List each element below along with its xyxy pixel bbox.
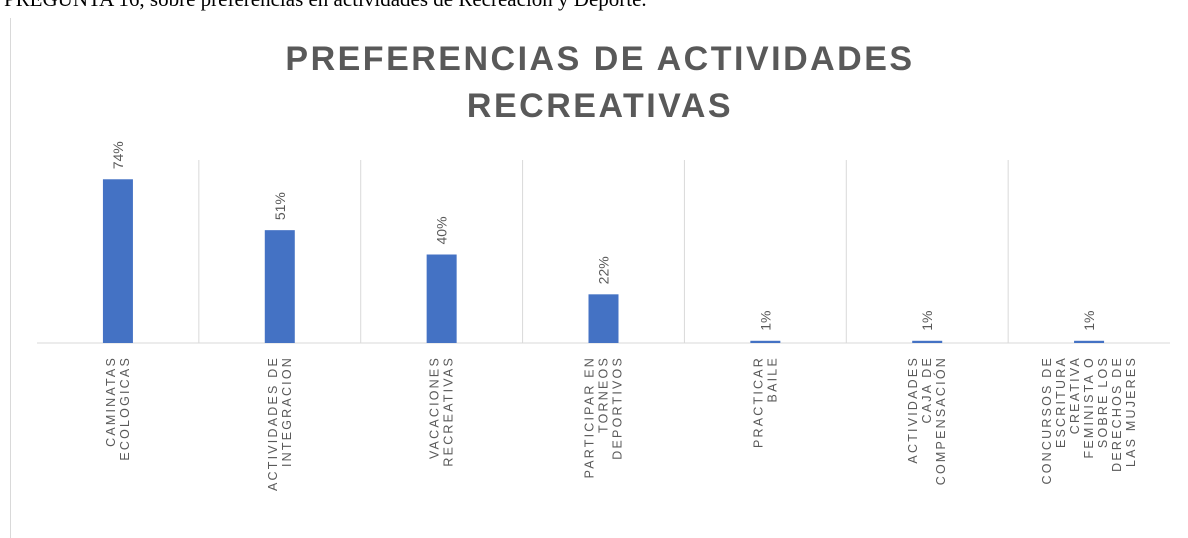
data-label: 40% (434, 216, 450, 244)
bar (1074, 340, 1105, 343)
x-tick-label: DERECHOS DE (1110, 356, 1124, 472)
bar (102, 179, 133, 343)
x-tick-label: COMPENSACIÓN (933, 356, 948, 485)
x-tick-label: FEMINISTA O (1082, 356, 1096, 458)
chart-title: PREFERENCIAS DE ACTIVIDADES (285, 40, 914, 78)
x-tick-label: SOBRE LOS (1096, 356, 1110, 448)
x-tick-label: RECREATIVAS (442, 356, 456, 467)
bar (750, 340, 781, 343)
x-tick-label: TORNEOS (597, 356, 611, 433)
data-label: 1% (1081, 311, 1097, 331)
x-tick-label: CAJA DE (920, 356, 934, 424)
data-label: 74% (110, 141, 126, 169)
bar (588, 294, 619, 343)
x-tick-label: LAS MUJERES (1124, 356, 1138, 467)
x-tick-label: PRACTICAR (751, 356, 765, 448)
x-tick-label: DEPORTIVOS (611, 356, 625, 460)
x-tick-label: INTEGRACION (280, 356, 294, 467)
data-label: 1% (757, 311, 773, 331)
x-tick-label: CAMINATAS (104, 356, 118, 447)
x-tick-label: BAILE (765, 356, 779, 402)
bar (426, 254, 457, 343)
bar (912, 340, 943, 343)
x-tick-label: ESCRITURA (1054, 356, 1068, 448)
data-label: 22% (596, 256, 612, 284)
x-tick-label: ACTIVIDADES (906, 356, 920, 464)
chart-title: RECREATIVAS (467, 87, 733, 125)
bar (264, 230, 295, 343)
x-tick-label: ECOLOGICAS (118, 356, 132, 461)
x-tick-label: VACACIONES (428, 356, 442, 459)
x-tick-label: ACTIVIDADES DE (266, 356, 280, 491)
data-label: 51% (272, 192, 288, 220)
x-tick-label: CONCURSOS DE (1040, 356, 1054, 485)
data-label: 1% (919, 311, 935, 331)
caption: PREGUNTA 16, sobre preferencias en activ… (4, 0, 647, 11)
x-tick-label: PARTICIPAR EN (583, 356, 597, 478)
x-tick-label: CREATIVA (1068, 356, 1082, 434)
